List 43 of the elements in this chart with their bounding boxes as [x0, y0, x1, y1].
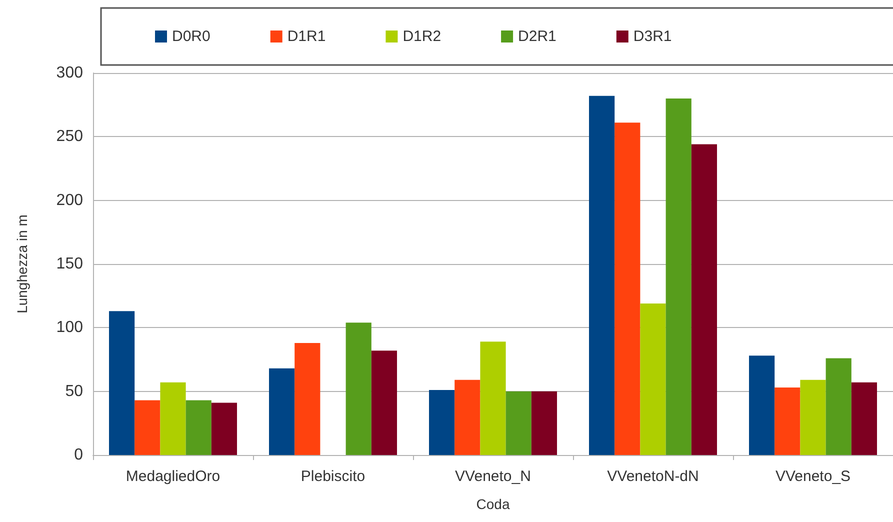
y-tick-label: 150 — [56, 256, 84, 272]
bar — [294, 342, 320, 455]
bar — [640, 303, 666, 455]
legend-label: D3R1 — [633, 28, 672, 45]
bar — [774, 388, 800, 455]
y-tick-label: 300 — [56, 64, 84, 82]
x-tick-label: VVeneto_N — [455, 468, 531, 485]
legend-label: D0R0 — [172, 28, 210, 45]
bar — [109, 311, 135, 455]
y-tick-label: 50 — [65, 382, 84, 400]
bar — [346, 322, 372, 455]
bar — [429, 390, 455, 455]
bar — [480, 342, 506, 455]
bar — [160, 382, 186, 455]
legend-label: D1R2 — [402, 28, 442, 45]
bar — [800, 380, 826, 455]
y-tick-label: 0 — [74, 446, 84, 464]
x-axis-title: Coda — [476, 496, 510, 512]
x-tick-label: MedagliedOro — [126, 468, 220, 485]
y-axis-title: Lunghezza in m — [14, 214, 30, 314]
bar — [454, 380, 480, 455]
bar — [614, 122, 640, 455]
x-tick-label: Plebiscito — [300, 468, 366, 485]
legend-label: D1R1 — [287, 28, 326, 45]
x-tick-label: VVenetoN-dN — [607, 468, 699, 485]
y-tick-label: 100 — [56, 319, 84, 336]
bar — [134, 400, 160, 455]
bar — [269, 368, 295, 455]
bar — [506, 391, 532, 455]
bar — [371, 350, 397, 455]
y-tick-label: 200 — [56, 192, 84, 209]
bar — [186, 400, 212, 455]
bar — [691, 144, 717, 455]
bar — [749, 356, 775, 455]
x-tick-label: VVeneto_S — [775, 468, 851, 485]
y-tick-label: 250 — [56, 128, 84, 146]
bar — [589, 96, 615, 455]
bar — [531, 391, 557, 455]
bar — [851, 382, 877, 455]
bar — [666, 98, 692, 455]
bar — [211, 402, 237, 455]
legend-label: D2R1 — [518, 28, 556, 45]
bar — [826, 358, 852, 455]
